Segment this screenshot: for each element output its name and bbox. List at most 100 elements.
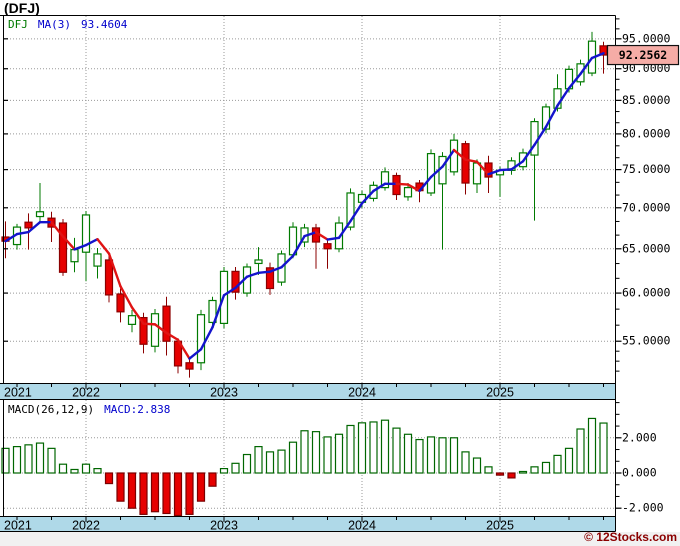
macd-bar — [300, 430, 309, 474]
macd-bar — [495, 472, 505, 476]
macd-bar — [58, 463, 68, 474]
macd-bar — [403, 433, 413, 474]
candle-body — [150, 313, 160, 347]
year-label: 2021 — [4, 519, 32, 533]
ma-line-segment — [475, 160, 490, 176]
macd-bar — [461, 451, 470, 474]
macd-bar — [254, 446, 263, 474]
macd-bar — [530, 466, 539, 474]
macd-bar — [564, 447, 574, 474]
macd-bar — [311, 431, 321, 474]
macd-bar — [127, 472, 137, 509]
legend-ma-value: 93.4604 — [81, 18, 128, 31]
macd-bar — [231, 462, 240, 474]
ma-line-segment — [4, 232, 19, 243]
macd-bar — [472, 457, 482, 474]
ma-line-segment — [153, 323, 168, 335]
candle-body — [104, 259, 114, 296]
legend-ma-label: MA(3) — [37, 18, 71, 31]
ma-line-segment — [188, 348, 203, 360]
price-axis-label: 80.0000 — [622, 126, 671, 140]
ma-line-segment — [429, 165, 444, 179]
ma-line-segment — [337, 219, 352, 240]
year-label: 2022 — [72, 386, 100, 400]
macd-axis-label: 2.000 — [622, 430, 657, 444]
macd-bar — [185, 472, 194, 515]
macd-bar — [357, 422, 367, 474]
candle-body — [58, 222, 68, 273]
macd-axis-label: -2.000 — [622, 501, 664, 515]
candle-body — [323, 243, 332, 250]
ma-line-segment — [27, 221, 42, 234]
macd-bar — [24, 444, 33, 474]
price-axis-label: 60.0000 — [622, 286, 671, 300]
macd-bar — [93, 468, 102, 474]
ma-line-segment — [234, 275, 249, 290]
ma-line-segment — [441, 148, 456, 168]
ma-line-segment — [50, 221, 65, 238]
macd-bar — [541, 461, 551, 474]
candle-body — [162, 305, 171, 342]
macd-bar — [392, 427, 401, 474]
year-label: 2021 — [4, 386, 32, 400]
macd-bar — [242, 453, 252, 474]
ma-line-segment — [142, 322, 157, 326]
ma-line-segment — [498, 168, 513, 172]
ma-line-segment — [544, 104, 559, 129]
price-axis-label: 55.0000 — [622, 334, 671, 348]
candle-body — [403, 187, 413, 198]
ma-line-segment — [96, 238, 111, 255]
page-title: (DFJ) — [4, 0, 40, 16]
price-chart-legend: DFJ MA(3) 93.4604 — [8, 18, 137, 31]
ma-line-segment — [222, 286, 237, 297]
ma-line-segment — [533, 125, 548, 147]
macd-bar — [70, 468, 79, 474]
candle-body — [116, 293, 125, 313]
ma-line-segment — [395, 182, 410, 186]
macd-bar — [599, 422, 608, 474]
year-label: 2023 — [210, 386, 238, 400]
candle-body — [208, 299, 217, 324]
macd-bar — [288, 441, 298, 474]
ma-line-segment — [303, 231, 318, 238]
macd-bar — [576, 428, 585, 474]
macd-bar — [139, 472, 148, 515]
date-band-bottom — [0, 516, 616, 532]
macd-bar — [173, 472, 183, 517]
ma-line-segment — [360, 189, 375, 205]
ma-line-segment — [452, 148, 467, 161]
macd-bar — [277, 449, 286, 474]
macd-bar — [507, 472, 516, 479]
ma-line-segment — [130, 306, 145, 325]
ma-line-segment — [107, 252, 122, 288]
macd-value-label: MACD:2.838 — [104, 403, 171, 416]
ma-line-segment — [567, 72, 582, 90]
candle-body — [265, 267, 275, 290]
ma-line-segment — [268, 266, 283, 273]
macd-bar — [380, 419, 390, 474]
year-label: 2024 — [348, 519, 376, 533]
ma-line-segment — [119, 285, 134, 309]
ma-line-segment — [165, 331, 180, 342]
ma-line-segment — [372, 182, 387, 193]
macd-bar — [1, 447, 10, 474]
candle-body — [24, 221, 33, 229]
ma-line-segment — [418, 175, 433, 193]
footer-strip — [0, 532, 680, 546]
watermark-credit: © 12Stocks.com — [584, 530, 677, 544]
macd-bar — [104, 472, 114, 485]
macd-bar — [426, 436, 436, 474]
ma-line-segment — [15, 230, 30, 236]
candle-body — [70, 249, 79, 263]
candle-body — [254, 259, 263, 265]
ma-line-segment — [326, 236, 341, 241]
ma-line-segment — [84, 238, 99, 247]
ma-line-segment — [406, 183, 421, 193]
macd-axis-label: 0.000 — [622, 466, 657, 480]
candle-body — [93, 253, 102, 267]
macd-bar — [553, 454, 562, 474]
legend-symbol: DFJ — [8, 18, 28, 31]
ma-line-segment — [291, 234, 306, 258]
